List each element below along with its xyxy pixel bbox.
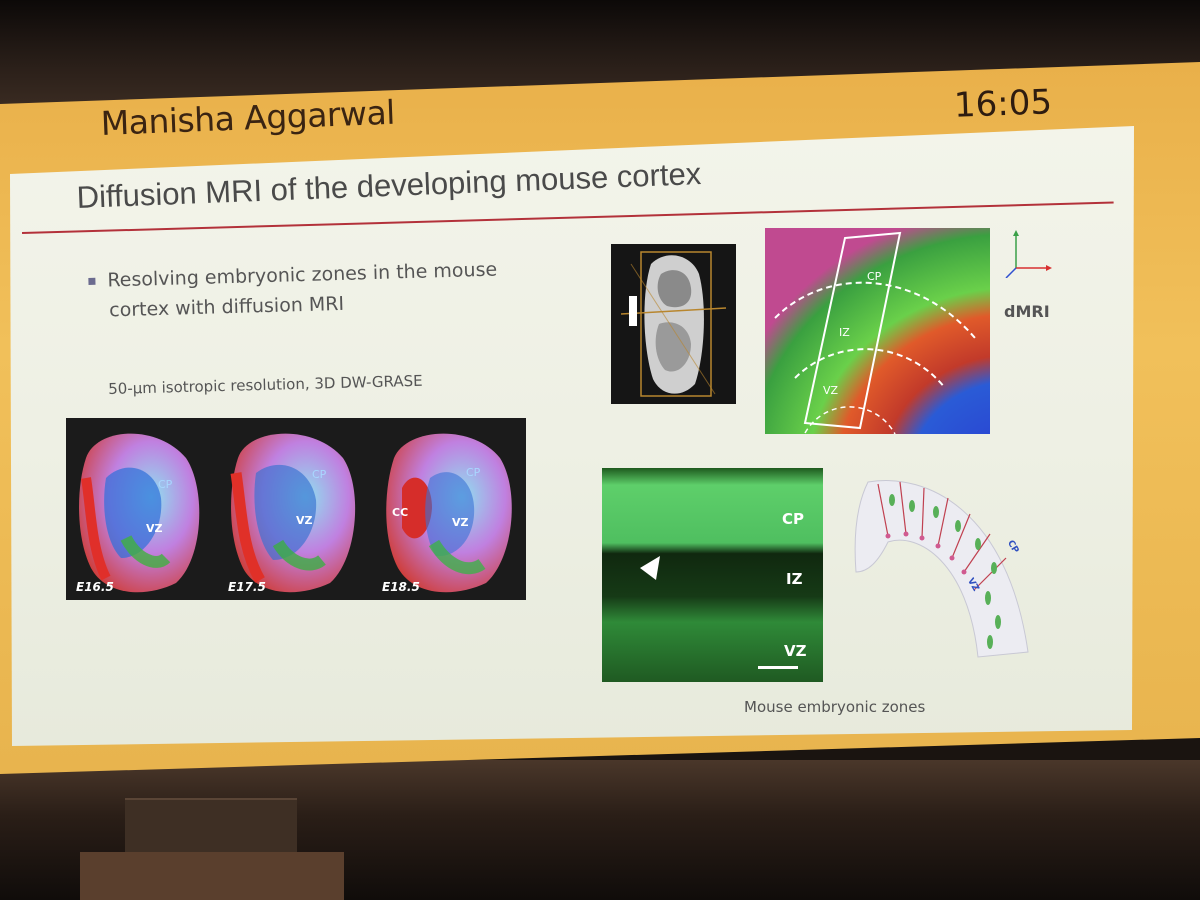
vz-label-e175: VZ	[296, 514, 313, 527]
dmri-zone-vz: VZ	[823, 384, 839, 397]
histology-panel: CP IZ VZ	[602, 468, 823, 682]
dmri-colormap-panel: CP IZ VZ	[765, 228, 990, 434]
cc-label-e185: CC	[392, 506, 409, 519]
podium	[80, 852, 344, 900]
zones-caption: Mouse embryonic zones	[744, 698, 926, 716]
dmri-zone-cp: CP	[867, 270, 882, 283]
brain-slice-e165	[79, 433, 200, 593]
triptych-image	[79, 433, 512, 593]
stage-label-e185: E18.5	[382, 580, 420, 594]
histology-zone-vz: VZ	[784, 642, 807, 660]
orientation-axes-icon	[1005, 230, 1052, 278]
cp-label-e175: CP	[312, 468, 327, 481]
dmri-zone-iz: IZ	[839, 326, 850, 339]
podium-monitor	[125, 798, 297, 854]
cortex-schematic: CP VZ	[848, 472, 1033, 662]
mri-scan-image	[620, 251, 727, 397]
cp-label-e185: CP	[466, 466, 481, 479]
vz-label-e185: VZ	[452, 516, 469, 529]
schematic-image	[854, 480, 1029, 658]
stage-label-e165: E16.5	[76, 580, 114, 594]
vz-label-e165: VZ	[146, 522, 163, 535]
brain-slice-e185	[386, 433, 512, 593]
cp-label-e165: CP	[158, 478, 173, 491]
bullet-square-icon	[88, 277, 96, 285]
brain-slice-e175	[230, 433, 356, 593]
dmri-label: dMRI	[1004, 302, 1050, 321]
session-clock: 16:05	[953, 82, 1053, 126]
histology-zone-cp: CP	[782, 510, 805, 528]
stage-label-e175: E17.5	[228, 580, 266, 594]
histology-zone-iz: IZ	[786, 570, 803, 588]
dmri-colormap-image	[765, 228, 990, 434]
dti-brain-triptych: E16.5 E17.5 E18.5 CP VZ CP VZ CC CP VZ	[66, 418, 526, 600]
histology-image	[602, 468, 823, 682]
mri-scan-panel	[611, 244, 736, 404]
